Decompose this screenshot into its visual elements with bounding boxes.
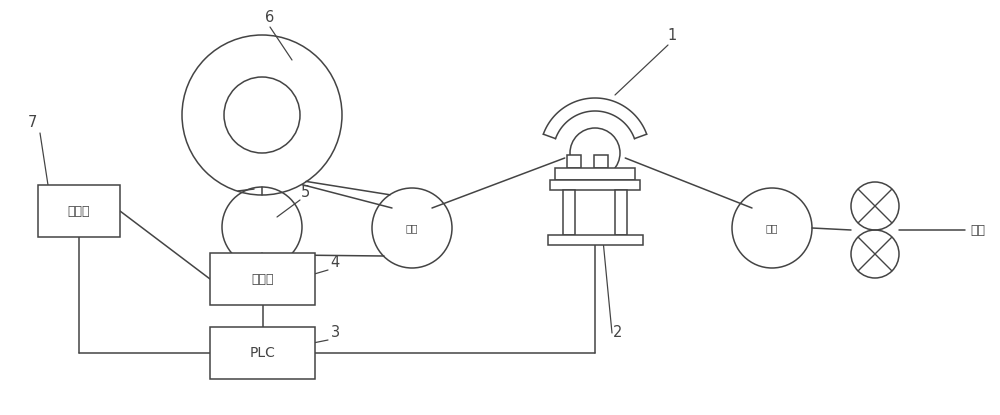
Bar: [548, 235, 642, 245]
Bar: [550, 180, 640, 190]
Bar: [594, 155, 608, 168]
Bar: [555, 168, 635, 180]
Text: 驱动器: 驱动器: [251, 273, 274, 286]
Text: PLC: PLC: [250, 346, 275, 360]
Text: 布料: 布料: [970, 224, 985, 237]
Text: 导辊: 导辊: [766, 223, 778, 233]
Text: 3: 3: [330, 325, 340, 340]
Text: 5: 5: [300, 185, 310, 200]
Text: 上位机: 上位机: [68, 205, 90, 217]
Text: 1: 1: [667, 28, 677, 43]
Text: 2: 2: [613, 325, 623, 340]
Text: 4: 4: [330, 255, 340, 270]
Text: 7: 7: [27, 115, 37, 130]
Bar: [38, 185, 120, 237]
Bar: [563, 190, 575, 235]
Bar: [567, 155, 581, 168]
Bar: [615, 190, 627, 235]
Text: 导辊: 导辊: [406, 223, 418, 233]
Text: 6: 6: [265, 10, 275, 25]
Bar: [210, 327, 315, 379]
Bar: [210, 253, 315, 305]
